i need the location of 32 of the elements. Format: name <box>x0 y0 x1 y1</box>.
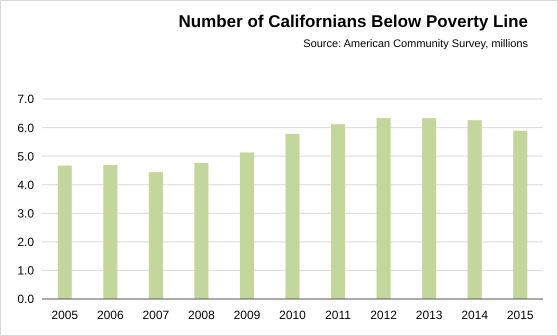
bar <box>513 130 528 299</box>
bar <box>330 124 346 299</box>
y-tick-label: 3.0 <box>17 206 34 220</box>
bar <box>194 163 208 299</box>
chart-title: Number of Californians Below Poverty Line <box>178 12 528 31</box>
x-tick-label: 2013 <box>416 308 443 322</box>
x-tick-label: 2009 <box>234 308 261 322</box>
x-tick-label: 2007 <box>142 308 170 322</box>
x-tick-label: 2008 <box>188 308 216 322</box>
bar <box>240 152 254 299</box>
bar <box>58 166 72 299</box>
x-tick-label: 2005 <box>51 308 78 322</box>
bar <box>422 118 436 299</box>
x-tick-label: 2010 <box>279 308 306 322</box>
x-tick-label: 2012 <box>370 308 398 322</box>
bar <box>148 172 163 299</box>
x-tick-label: 2006 <box>96 308 124 322</box>
y-tick-label: 2.0 <box>17 235 34 250</box>
bar <box>285 134 300 299</box>
bar <box>468 120 482 299</box>
x-tick-label: 2014 <box>461 308 488 322</box>
y-tick-label: 5.0 <box>17 149 34 164</box>
bar <box>376 118 391 299</box>
y-tick-label: 6.0 <box>17 120 34 135</box>
y-tick-label: 7.0 <box>17 92 34 106</box>
source-note: Source: American Community Survey, millions <box>303 38 528 50</box>
x-tick-label: 2015 <box>506 308 534 322</box>
bar <box>103 165 118 299</box>
y-tick-label: 4.0 <box>17 178 34 192</box>
y-tick-label: 1.0 <box>17 264 34 278</box>
x-tick-label: 2011 <box>325 308 352 322</box>
y-tick-label: 0.0 <box>17 292 34 306</box>
